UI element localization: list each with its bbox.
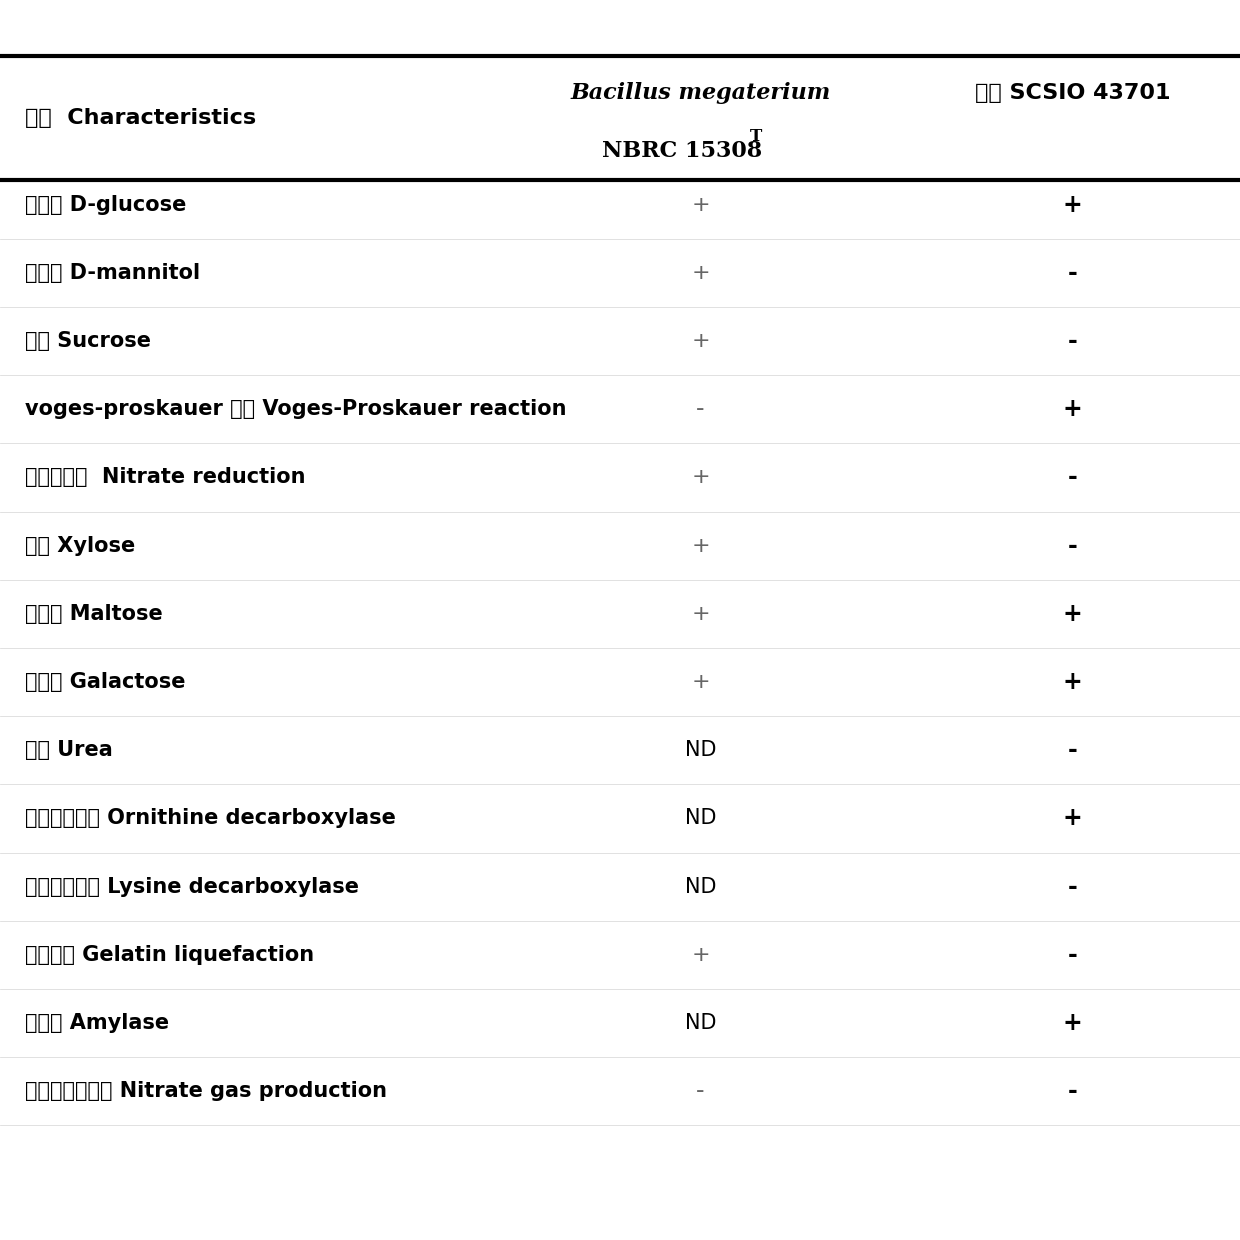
Text: 蕎糖 Sucrose: 蕎糖 Sucrose [25, 331, 151, 351]
Text: +: + [1063, 192, 1083, 217]
Text: ND: ND [684, 1013, 717, 1033]
Text: ND: ND [684, 808, 717, 828]
Text: voges-proskauer 反应 Voges-Proskauer reaction: voges-proskauer 反应 Voges-Proskauer react… [25, 399, 567, 419]
Text: +: + [1063, 601, 1083, 626]
Text: +: + [1063, 806, 1083, 831]
Text: 硝酸盐气体生产 Nitrate gas production: 硝酸盐气体生产 Nitrate gas production [25, 1081, 387, 1101]
Text: ND: ND [684, 740, 717, 760]
Text: -: - [1068, 738, 1078, 763]
Text: -: - [1068, 533, 1078, 558]
Text: 赖氨酸脱羹酶 Lysine decarboxylase: 赖氨酸脱羹酶 Lysine decarboxylase [25, 877, 358, 897]
Text: 淡粉酶 Amylase: 淡粉酶 Amylase [25, 1013, 169, 1033]
Text: +: + [691, 263, 711, 283]
Text: +: + [691, 672, 711, 692]
Text: +: + [691, 195, 711, 215]
Text: +: + [691, 945, 711, 965]
Text: -: - [1068, 942, 1078, 967]
Text: +: + [691, 536, 711, 556]
Text: 甘露醇 D-mannitol: 甘露醇 D-mannitol [25, 263, 200, 283]
Text: +: + [1063, 670, 1083, 694]
Text: T: T [750, 128, 763, 145]
Text: +: + [1063, 1011, 1083, 1035]
Text: 鸟氨酸脱羹酶 Ornithine decarboxylase: 鸟氨酸脱羹酶 Ornithine decarboxylase [25, 808, 396, 828]
Text: Bacillus megaterium: Bacillus megaterium [570, 82, 831, 104]
Text: 半乳糖 Galactose: 半乳糖 Galactose [25, 672, 185, 692]
Text: +: + [1063, 397, 1083, 422]
Text: 尿素 Urea: 尿素 Urea [25, 740, 113, 760]
Text: NBRC 15308: NBRC 15308 [601, 140, 763, 162]
Text: +: + [691, 331, 711, 351]
Text: 性质  Characteristics: 性质 Characteristics [25, 108, 255, 128]
Text: -: - [697, 397, 704, 422]
Text: 硝酸盐还原  Nitrate reduction: 硝酸盐还原 Nitrate reduction [25, 467, 305, 487]
Text: -: - [1068, 874, 1078, 899]
Text: -: - [1068, 465, 1078, 490]
Text: 明胶液化 Gelatin liquefaction: 明胶液化 Gelatin liquefaction [25, 945, 314, 965]
Text: -: - [1068, 260, 1078, 285]
Text: 菌株 SCSIO 43701: 菌株 SCSIO 43701 [975, 83, 1171, 103]
Text: 麦芽糖 Maltose: 麦芽糖 Maltose [25, 604, 162, 624]
Text: 木糖 Xylose: 木糖 Xylose [25, 536, 135, 556]
Text: -: - [1068, 1079, 1078, 1104]
Text: +: + [691, 467, 711, 487]
Text: -: - [697, 1079, 704, 1104]
Text: ND: ND [684, 877, 717, 897]
Text: +: + [691, 604, 711, 624]
Text: 葡萄糖 D-glucose: 葡萄糖 D-glucose [25, 195, 186, 215]
Text: -: - [1068, 329, 1078, 353]
